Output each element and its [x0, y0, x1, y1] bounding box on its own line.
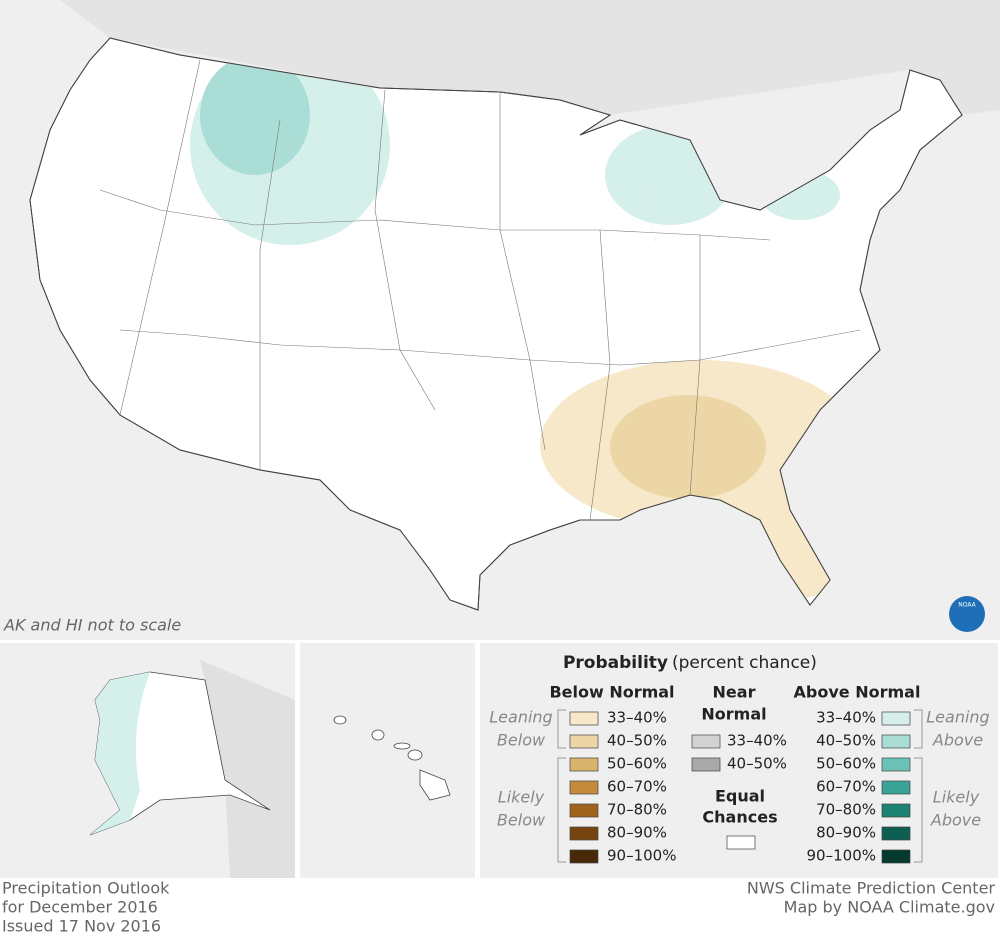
footer-left: Precipitation Outlook — [2, 879, 170, 898]
footer-left: Issued 17 Nov 2016 — [2, 917, 161, 936]
shade-above-33 — [90, 672, 150, 835]
legend-label: 40–50% — [727, 755, 787, 773]
legend-title: Probability — [563, 653, 668, 673]
swatch — [569, 803, 599, 818]
state-lines — [99, 59, 861, 521]
swatch — [569, 826, 599, 841]
legend-group-label: Above — [930, 811, 981, 830]
legend-heading: Above Normal — [794, 683, 921, 702]
scale-note: AK and HI not to scale — [3, 616, 181, 635]
outlook-shading — [190, 45, 860, 600]
legend-label: 80–90% — [607, 824, 667, 842]
shade-below-40 — [610, 395, 766, 499]
swatch — [569, 849, 599, 864]
legend-label: 90–100% — [607, 847, 676, 865]
legend-label: 80–90% — [816, 824, 876, 842]
shade-below-33 — [760, 510, 835, 600]
legend-heading: Below Normal — [549, 683, 674, 702]
footer-left: for December 2016 — [2, 898, 158, 917]
noaa-logo-text: NOAA — [958, 602, 976, 609]
legend-group-label: Below — [497, 731, 546, 750]
canada — [0, 0, 1000, 115]
hawaii — [333, 715, 451, 801]
swatch — [726, 835, 756, 850]
legend-label: 33–40% — [607, 709, 667, 727]
legend-label: 40–50% — [816, 732, 876, 750]
footer-right: NWS Climate Prediction Center — [747, 879, 996, 898]
legend-label: 40–50% — [607, 732, 667, 750]
swatch — [881, 757, 911, 772]
swatch — [569, 711, 599, 726]
legend-label: 70–80% — [607, 801, 667, 819]
swatch — [881, 826, 911, 841]
swatch — [569, 734, 599, 749]
legend-heading: Normal — [701, 705, 766, 724]
legend-subtitle: (percent chance) — [672, 653, 817, 673]
canada-ak — [200, 660, 295, 878]
legend-group-label: Below — [497, 811, 546, 830]
swatch — [569, 780, 599, 795]
legend-label: 50–60% — [816, 755, 876, 773]
legend-label: 60–70% — [607, 778, 667, 796]
swatch — [881, 711, 911, 726]
footer — [0, 878, 1000, 938]
legend-group-label: Above — [932, 731, 983, 750]
legend-heading: Chances — [702, 808, 777, 827]
swatch — [569, 757, 599, 772]
legend-label: 90–100% — [807, 847, 876, 865]
swatch — [881, 849, 911, 864]
legend-label: 70–80% — [816, 801, 876, 819]
legend-label: 50–60% — [607, 755, 667, 773]
conus-outline — [29, 37, 963, 611]
noaa-logo — [949, 596, 985, 632]
legend-group-label: Leaning — [489, 708, 552, 727]
swatch — [691, 734, 721, 749]
legend-group-label: Leaning — [926, 708, 989, 727]
swatch — [881, 803, 911, 818]
swatch — [691, 757, 721, 772]
legend-heading: Near — [713, 683, 756, 702]
swatch — [881, 734, 911, 749]
legend-label: 33–40% — [727, 732, 787, 750]
legend-label: 33–40% — [816, 709, 876, 727]
brackets — [557, 709, 923, 863]
legend: Below Normal Near Normal Above Normal Equal C… — [489, 683, 989, 865]
hawaii-panel — [300, 643, 475, 878]
shade-above-40 — [200, 55, 310, 175]
swatch — [881, 780, 911, 795]
legend-group-label: Likely — [498, 788, 545, 807]
legend-group-label: Likely — [933, 788, 980, 807]
legend-label: 60–70% — [816, 778, 876, 796]
footer-right: Map by NOAA Climate.gov — [784, 898, 995, 917]
legend-heading: Equal — [715, 787, 765, 806]
